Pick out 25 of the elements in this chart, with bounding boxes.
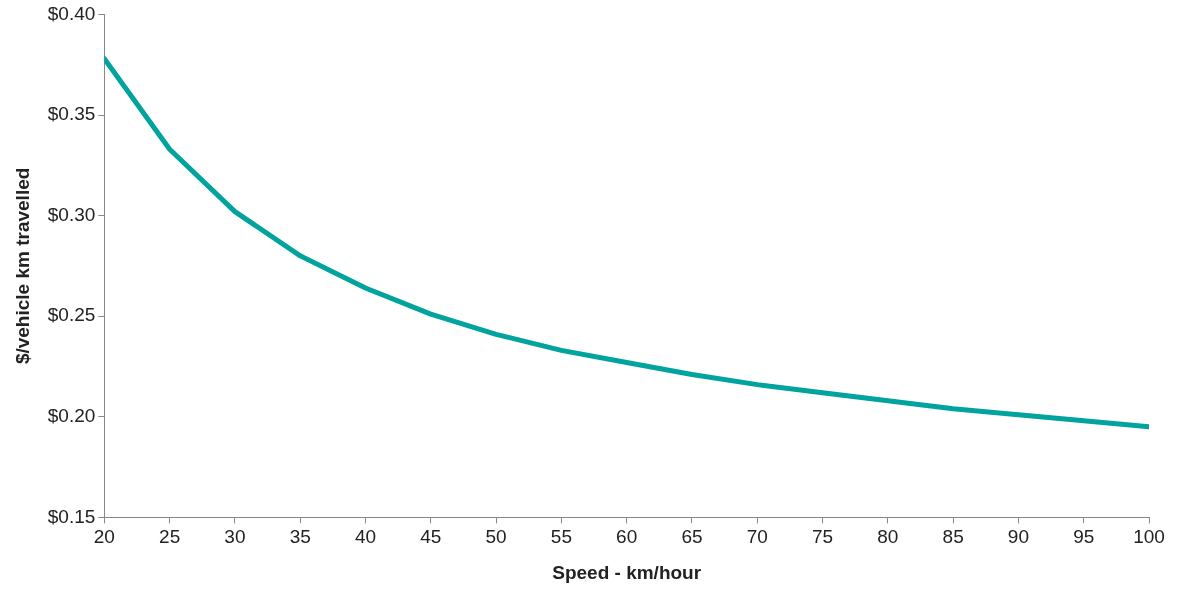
x-tick-label: 80 [877,526,899,548]
y-tick-label: $0.15 [47,505,96,527]
x-tick-label: 85 [942,526,964,548]
x-tick-label: 40 [354,526,377,548]
y-axis-title: $/vehicle km travelled [11,167,33,365]
x-tick-label: 70 [746,526,768,548]
x-tick-label: 35 [289,526,311,548]
x-tick-label: 90 [1007,526,1029,548]
x-tick-label: 55 [550,526,572,548]
x-tick-label: 30 [224,526,246,548]
y-tick-label: $0.25 [47,304,96,326]
y-tick-label: $0.40 [47,2,96,24]
x-tick-label: 75 [811,526,834,548]
y-tick-label: $0.20 [47,405,96,427]
x-tick-label: 60 [616,526,638,548]
y-tick-label: $0.30 [47,203,96,225]
y-tick-label: $0.35 [47,103,96,125]
x-axis-title: Speed - km/hour [552,561,702,583]
x-tick-label: 95 [1073,526,1095,548]
x-tick-label: 65 [681,526,703,548]
x-tick-label: 20 [93,526,115,548]
x-tick-label: 50 [485,526,507,548]
x-tick-label: 25 [159,526,181,548]
x-tick-label: 100 [1133,526,1165,548]
x-tick-label: 45 [420,526,442,548]
